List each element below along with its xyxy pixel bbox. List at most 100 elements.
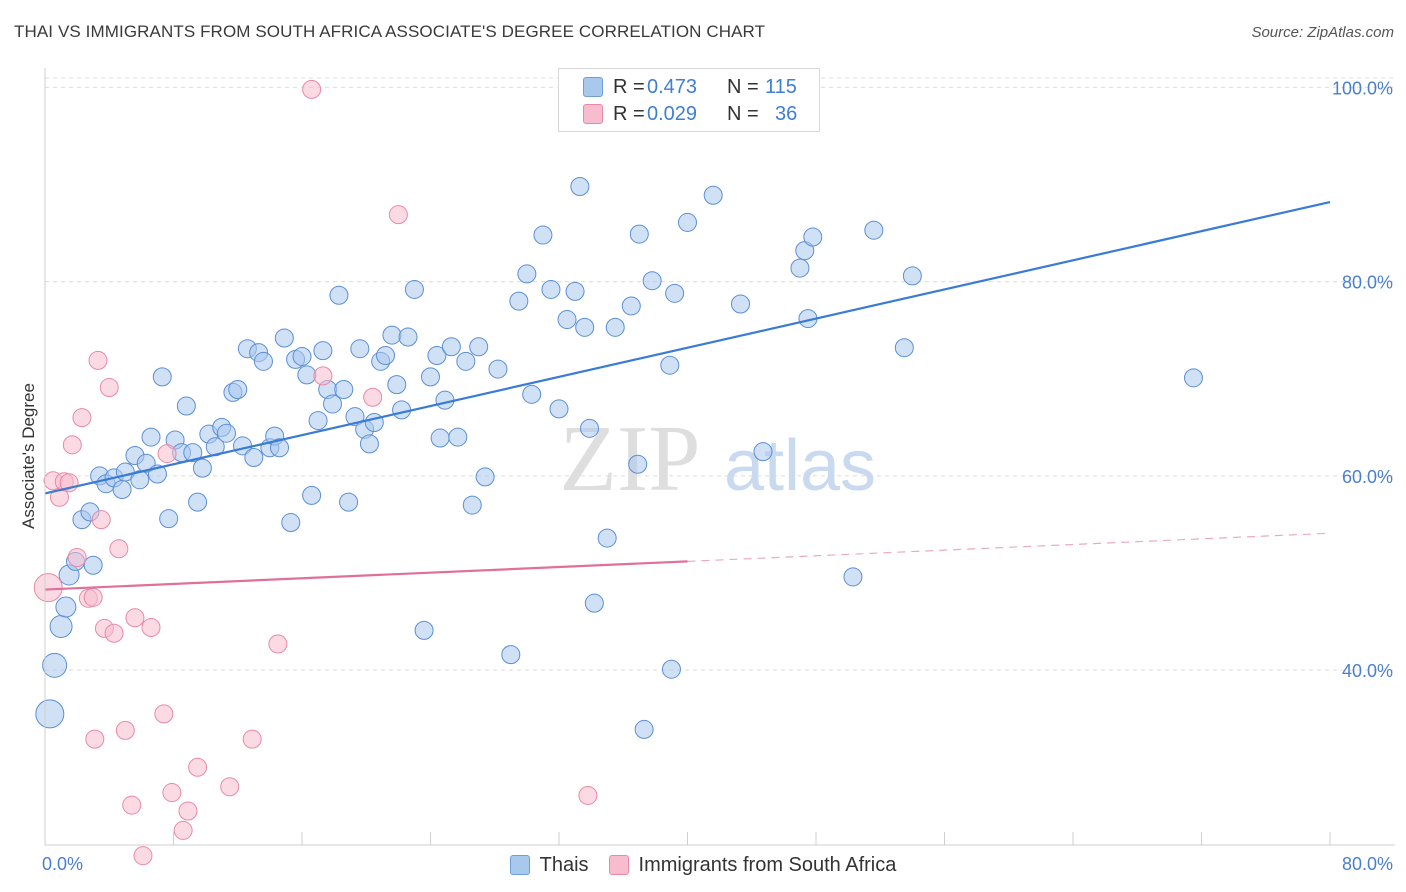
point-thais — [565, 281, 585, 301]
point-thais — [642, 271, 662, 291]
point-thais — [253, 351, 273, 371]
point-south-africa — [88, 350, 108, 370]
point-thais — [292, 346, 312, 366]
point-thais — [441, 337, 461, 357]
point-thais — [228, 379, 248, 399]
point-south-africa — [99, 378, 119, 398]
trend-line-south-africa — [44, 560, 688, 591]
point-south-africa — [313, 366, 333, 386]
point-thais — [55, 596, 77, 618]
point-south-africa — [242, 729, 262, 749]
point-south-africa — [72, 408, 92, 428]
point-thais — [421, 367, 440, 387]
point-thais — [188, 492, 208, 512]
point-thais — [661, 659, 681, 679]
point-thais — [1183, 368, 1203, 388]
point-south-africa — [115, 720, 135, 740]
n-value: 36 — [775, 102, 798, 125]
chart-title: THAI VS IMMIGRANTS FROM SOUTH AFRICA ASS… — [14, 22, 766, 41]
point-south-africa — [162, 783, 182, 803]
point-south-africa — [33, 573, 63, 603]
r-label: R = — [613, 75, 645, 98]
point-thais — [42, 652, 68, 678]
point-thais — [501, 645, 521, 665]
r-value: 0.029 — [647, 102, 698, 125]
point-south-africa — [388, 205, 408, 225]
point-south-africa — [220, 777, 240, 797]
point-thais — [605, 317, 625, 337]
point-thais — [448, 427, 468, 447]
point-thais — [469, 337, 489, 357]
point-thais — [274, 328, 294, 348]
point-thais — [159, 509, 179, 529]
y-tick-label: 40.0% — [1342, 661, 1393, 681]
legend-swatch-south-africa — [583, 104, 603, 124]
point-thais — [549, 399, 569, 419]
point-thais — [731, 294, 751, 314]
point-thais — [244, 447, 264, 467]
point-south-africa — [188, 757, 208, 777]
point-thais — [753, 442, 773, 462]
point-thais — [217, 423, 237, 443]
point-thais — [894, 338, 914, 358]
axes: 40.0% 60.0% 80.0% 100.0% 0.0% 80.0% — [42, 68, 1395, 874]
point-thais — [517, 264, 537, 284]
point-thais — [790, 258, 810, 278]
point-thais — [387, 375, 407, 395]
n-label: N = — [727, 75, 759, 98]
legend-swatch-thais — [583, 77, 603, 97]
trend-line-south-africa-extension — [687, 532, 1331, 562]
point-south-africa — [104, 623, 124, 643]
point-thais — [475, 467, 495, 487]
legend-item-thais: Thais — [509, 854, 589, 877]
point-thais — [329, 285, 349, 305]
point-thais — [392, 400, 412, 420]
point-south-africa — [157, 444, 177, 464]
legend-label-south-africa: Immigrants from South Africa — [638, 853, 897, 876]
x-tick-label: 80.0% — [1342, 854, 1393, 874]
point-south-africa — [178, 801, 198, 821]
point-thais — [382, 325, 402, 345]
point-south-africa — [85, 729, 105, 749]
point-thais — [270, 438, 290, 458]
point-thais — [557, 310, 577, 330]
point-thais — [112, 480, 132, 500]
point-south-africa — [154, 704, 174, 724]
point-thais — [339, 492, 359, 512]
point-south-africa — [67, 548, 87, 568]
point-south-africa — [109, 539, 129, 559]
point-south-africa — [302, 79, 322, 99]
source-label: Source: ZipAtlas.com — [1251, 24, 1394, 41]
point-thais — [621, 296, 641, 316]
point-thais — [297, 365, 317, 385]
watermark-atlas: atlas — [724, 426, 876, 506]
n-label: N = — [727, 102, 759, 125]
point-thais — [488, 359, 508, 379]
correlation-legend: R = 0.473 N = 115 R = 0.029 N = 36 — [558, 68, 820, 132]
point-thais — [414, 620, 434, 640]
point-thais — [83, 555, 103, 575]
point-thais — [430, 428, 450, 448]
point-thais — [152, 367, 172, 387]
point-thais — [404, 279, 424, 299]
trend-lines — [44, 200, 1331, 591]
point-thais — [584, 593, 604, 613]
point-south-africa — [133, 846, 153, 866]
legend-item-south-africa: Immigrants from South Africa — [608, 853, 897, 877]
y-tick-label: 100.0% — [1332, 78, 1393, 98]
point-thais — [359, 434, 379, 454]
point-thais — [522, 384, 542, 404]
point-thais — [902, 266, 922, 286]
point-thais — [665, 283, 685, 303]
point-thais — [533, 225, 553, 245]
point-thais — [541, 279, 561, 299]
point-thais — [35, 699, 65, 729]
point-south-africa — [578, 785, 598, 805]
point-thais — [678, 212, 697, 232]
legend-swatch-thais — [509, 855, 530, 875]
point-south-africa — [173, 820, 193, 840]
point-south-africa — [125, 608, 145, 628]
point-thais — [580, 418, 600, 438]
point-south-africa — [363, 387, 383, 407]
